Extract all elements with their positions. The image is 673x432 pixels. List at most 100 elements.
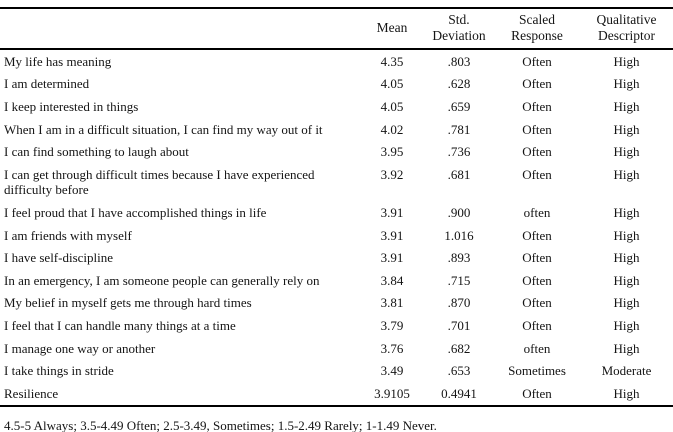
item-label: I manage one way or another bbox=[4, 340, 156, 356]
header-row: Mean Std. Deviation Scaled Response Qual… bbox=[0, 8, 673, 51]
table-row-resilience-total: Resilience 3.9105 0.4941 Often High bbox=[0, 382, 673, 407]
table-row: When I am in a difficult situation, I ca… bbox=[0, 118, 673, 141]
mean-value: 3.49 bbox=[380, 363, 404, 379]
mean-value: 3.95 bbox=[380, 144, 404, 160]
sd-value: .628 bbox=[447, 76, 471, 92]
scaled-response-value: Sometimes bbox=[508, 363, 566, 379]
scaled-response-value: Often bbox=[522, 76, 552, 92]
scaled-response-value: Often bbox=[522, 272, 552, 288]
sd-value: .781 bbox=[447, 121, 471, 137]
qualitative-descriptor-value: High bbox=[613, 121, 640, 137]
qualitative-descriptor-value: High bbox=[613, 99, 640, 115]
sd-value: .659 bbox=[447, 99, 471, 115]
mean-value: 3.91 bbox=[380, 205, 404, 221]
mean-value: 3.91 bbox=[380, 250, 404, 266]
item-label: I can get through difficult times becaus… bbox=[4, 166, 315, 198]
col-header-qualitative-descriptor: Qualitative Descriptor bbox=[580, 8, 673, 51]
qualitative-descriptor-value: High bbox=[613, 250, 640, 266]
table-row: I am friends with myself 3.91 1.016 Ofte… bbox=[0, 224, 673, 247]
table-row: I take things in stride 3.49 .653 Someti… bbox=[0, 360, 673, 383]
qualitative-descriptor-value: High bbox=[580, 382, 673, 407]
qualitative-descriptor-value: High bbox=[613, 295, 640, 311]
col-header-mean: Mean bbox=[360, 8, 424, 51]
resilience-statistics-table: Mean Std. Deviation Scaled Response Qual… bbox=[0, 7, 673, 407]
sd-value: .653 bbox=[447, 363, 471, 379]
mean-value: 4.02 bbox=[380, 121, 404, 137]
table-row: My belief in myself gets me through hard… bbox=[0, 292, 673, 315]
scaled-response-value: Often bbox=[522, 250, 552, 266]
scaled-response-value: Often bbox=[522, 99, 552, 115]
table-row: I can find something to laugh about 3.95… bbox=[0, 141, 673, 164]
sd-value: .900 bbox=[447, 205, 471, 221]
table-row: My life has meaning 4.35 .803 Often High bbox=[0, 49, 673, 73]
sd-value: .681 bbox=[447, 166, 471, 182]
mean-value: 3.79 bbox=[380, 318, 404, 333]
qualitative-descriptor-value: Moderate bbox=[601, 363, 652, 379]
mean-value: 3.81 bbox=[380, 295, 404, 311]
qualitative-descriptor-value: High bbox=[613, 227, 640, 243]
mean-value: 4.05 bbox=[380, 99, 404, 115]
qualitative-descriptor-value: High bbox=[613, 166, 640, 182]
item-label: I feel that I can handle many things at … bbox=[4, 318, 236, 333]
table-row: I manage one way or another 3.76 .682 of… bbox=[0, 337, 673, 360]
mean-value: 3.92 bbox=[380, 166, 404, 182]
table-header: Mean Std. Deviation Scaled Response Qual… bbox=[0, 8, 673, 51]
sd-value: .701 bbox=[447, 318, 471, 333]
item-label: I am determined bbox=[4, 76, 90, 92]
mean-value: 4.35 bbox=[380, 53, 404, 69]
item-label: I take things in stride bbox=[4, 363, 114, 379]
table-row: I feel proud that I have accomplished th… bbox=[0, 202, 673, 225]
item-label: I keep interested in things bbox=[4, 99, 139, 115]
qualitative-descriptor-value: High bbox=[613, 205, 640, 221]
sd-value: 1.016 bbox=[444, 227, 474, 243]
mean-value: 4.05 bbox=[380, 76, 404, 92]
scaled-response-value: Often bbox=[522, 166, 552, 182]
mean-value: 3.91 bbox=[380, 227, 404, 243]
item-label: My belief in myself gets me through hard… bbox=[4, 295, 252, 311]
sd-value: .803 bbox=[447, 53, 471, 69]
mean-value: 3.9105 bbox=[360, 382, 424, 407]
table-row: I can get through difficult times becaus… bbox=[0, 163, 673, 201]
sd-value: .715 bbox=[447, 272, 471, 288]
sd-value: .682 bbox=[447, 340, 471, 356]
col-header-std-deviation: Std. Deviation bbox=[424, 8, 494, 51]
sd-value: .893 bbox=[447, 250, 471, 266]
scaled-response-value: Often bbox=[494, 382, 580, 407]
table-body: My life has meaning 4.35 .803 Often High… bbox=[0, 49, 673, 407]
table-row: I feel that I can handle many things at … bbox=[0, 315, 673, 338]
sd-value: 0.4941 bbox=[424, 382, 494, 407]
table-row: I keep interested in things 4.05 .659 Of… bbox=[0, 96, 673, 119]
scaled-response-value: Often bbox=[522, 227, 552, 243]
scaled-response-value: Often bbox=[522, 53, 552, 69]
scaled-response-value: Often bbox=[522, 295, 552, 311]
item-label: I have self-discipline bbox=[4, 250, 114, 266]
table-row: I am determined 4.05 .628 Often High bbox=[0, 73, 673, 96]
qualitative-descriptor-value: High bbox=[613, 53, 640, 69]
item-label: I feel proud that I have accomplished th… bbox=[4, 205, 267, 221]
item-label: I am friends with myself bbox=[4, 227, 132, 243]
item-label: When I am in a difficult situation, I ca… bbox=[4, 121, 323, 137]
item-label: My life has meaning bbox=[4, 53, 112, 69]
item-label: In an emergency, I am someone people can… bbox=[4, 272, 320, 288]
item-label: Resilience bbox=[0, 382, 360, 407]
scaled-response-value: often bbox=[523, 205, 551, 221]
qualitative-descriptor-value: High bbox=[613, 76, 640, 92]
item-column-header-blank bbox=[0, 8, 360, 51]
table-row: In an emergency, I am someone people can… bbox=[0, 269, 673, 292]
scale-legend-footnote: 4.5-5 Always; 3.5-4.49 Often; 2.5-3.49, … bbox=[4, 417, 437, 432]
qualitative-descriptor-value: High bbox=[613, 340, 640, 356]
scaled-response-value: Often bbox=[522, 121, 552, 137]
qualitative-descriptor-value: High bbox=[613, 144, 640, 160]
item-label: I can find something to laugh about bbox=[4, 144, 189, 160]
col-header-scaled-response: Scaled Response bbox=[494, 8, 580, 51]
scaled-response-value: often bbox=[523, 340, 551, 356]
scaled-response-value: Often bbox=[522, 318, 552, 333]
qualitative-descriptor-value: High bbox=[613, 318, 640, 333]
sd-value: .870 bbox=[447, 295, 471, 311]
scaled-response-value: Often bbox=[522, 144, 552, 160]
mean-value: 3.76 bbox=[380, 340, 404, 356]
qualitative-descriptor-value: High bbox=[613, 272, 640, 288]
sd-value: .736 bbox=[447, 144, 471, 160]
table-row: I have self-discipline 3.91 .893 Often H… bbox=[0, 247, 673, 270]
